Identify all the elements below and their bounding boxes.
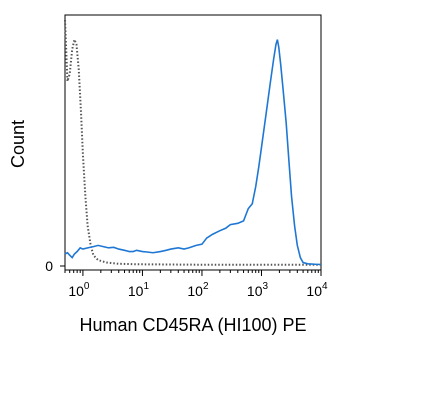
y-tick-label: 0 bbox=[45, 258, 53, 274]
histogram-series-dotted bbox=[64, 19, 321, 266]
y-axis-title: Count bbox=[8, 120, 28, 168]
x-tick-label: 100 bbox=[68, 281, 90, 299]
x-tick-label: 104 bbox=[306, 281, 328, 299]
y-axis-ticks: 0 bbox=[45, 258, 65, 274]
x-tick-label: 101 bbox=[128, 281, 150, 299]
plot-frame bbox=[64, 14, 322, 271]
x-tick-label: 102 bbox=[187, 281, 209, 299]
x-axis-ticks: 100 101 102 103 104 bbox=[64, 270, 328, 299]
x-tick-label: 103 bbox=[247, 281, 269, 299]
x-axis-title: Human CD45RA (HI100) PE bbox=[79, 315, 306, 335]
series-layer bbox=[64, 19, 322, 266]
histogram-series-solid bbox=[64, 39, 322, 266]
